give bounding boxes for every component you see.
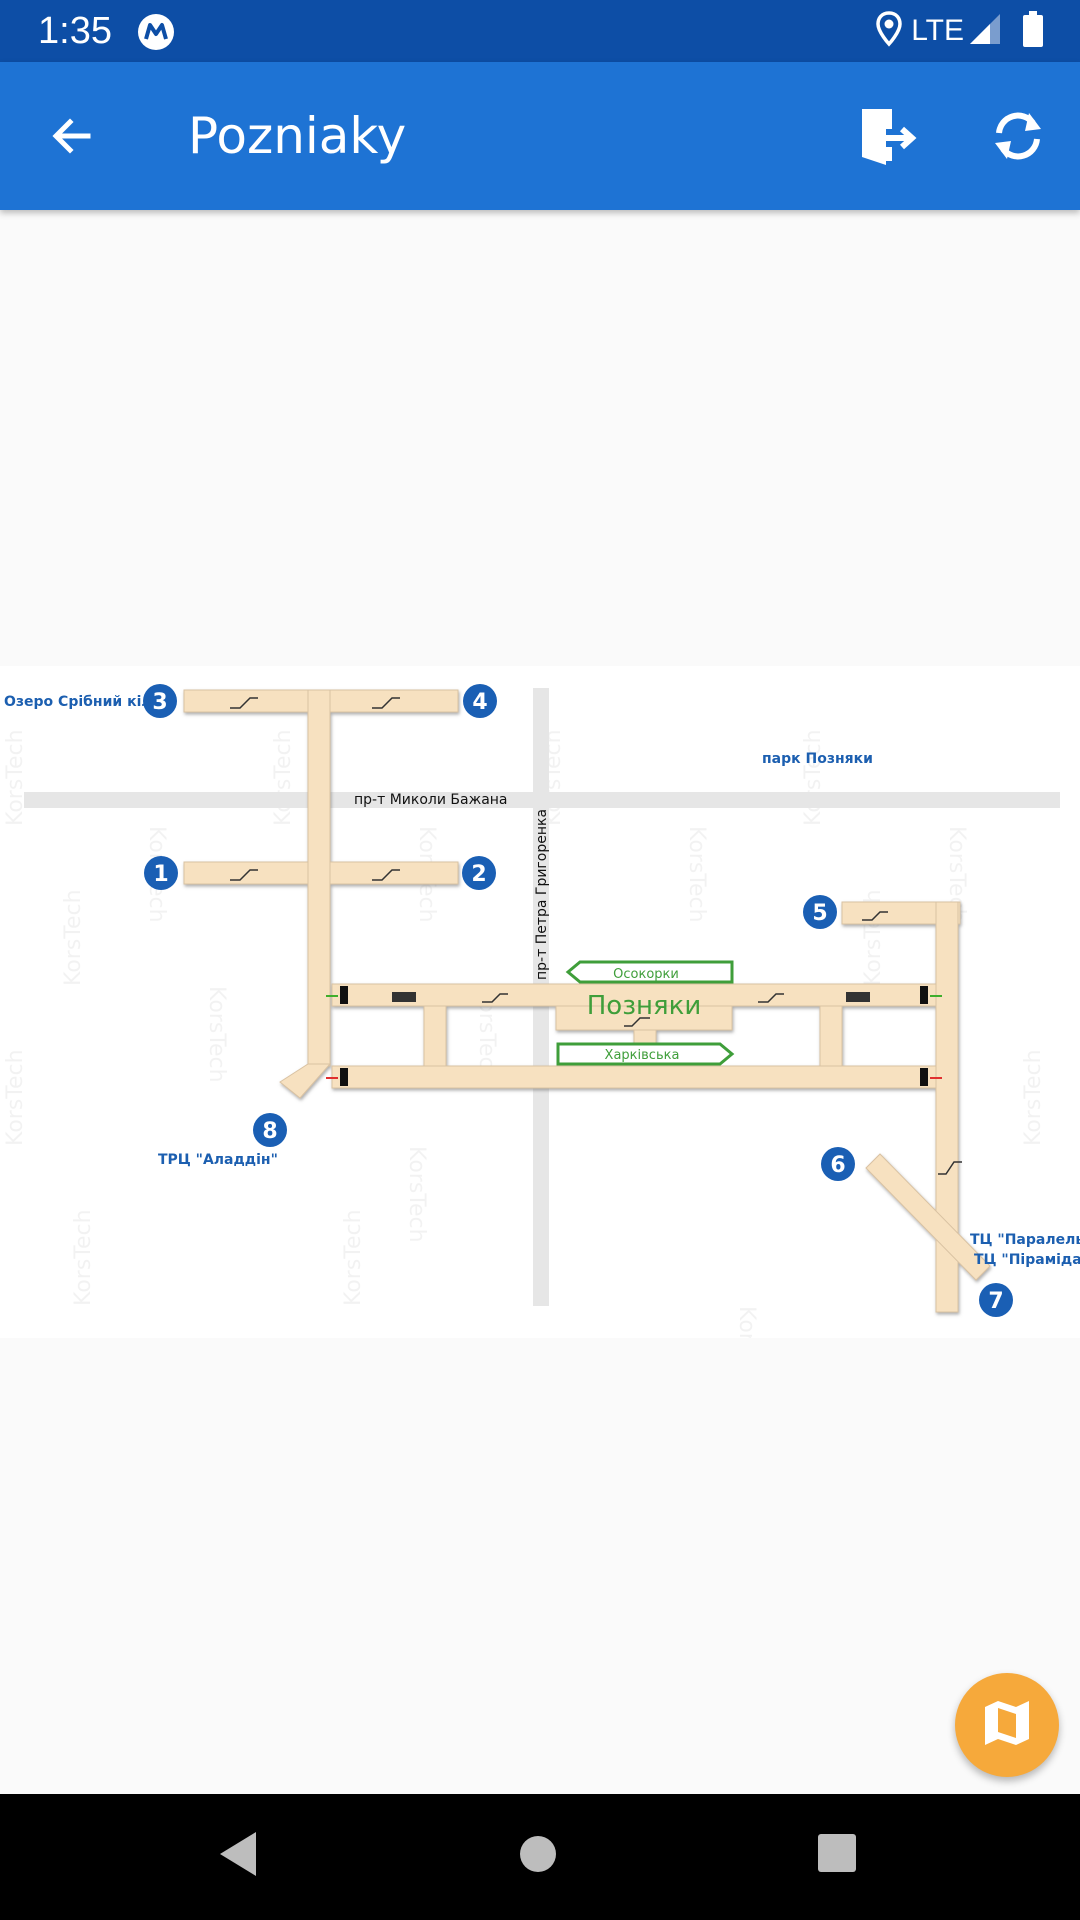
nav-recents-button[interactable]: [816, 1832, 858, 1878]
network-type: LTE: [911, 14, 964, 47]
svg-text:5: 5: [812, 901, 827, 926]
label-paralel: ТЦ "Паралель",: [970, 1232, 1080, 1248]
watermark-text: KorsTech: [801, 729, 826, 826]
exit-marker-6[interactable]: 6: [821, 1147, 855, 1181]
status-time: 1:35: [38, 10, 112, 52]
svg-text:1: 1: [153, 862, 168, 887]
nav-home-button[interactable]: [518, 1834, 558, 1878]
label-hryhorenka: пр-т Петра Григоренка: [534, 809, 550, 980]
watermark-text: KorsTech: [3, 729, 28, 826]
watermark-text: KorsTech: [684, 826, 709, 923]
exit-marker-5[interactable]: 5: [803, 895, 837, 929]
watermark-text: KorsTech: [1021, 1049, 1046, 1146]
nav-back-button[interactable]: [216, 1828, 260, 1884]
svg-text:4: 4: [472, 690, 487, 715]
app-bar: Pozniaky: [0, 62, 1080, 210]
label-piramida: ТЦ "Піраміда": [974, 1252, 1080, 1268]
label-lake: Озеро Срібний кіл: [4, 694, 152, 710]
watermark-text: KorsTech: [341, 1209, 366, 1306]
battery-icon: [1022, 11, 1044, 51]
svg-text:7: 7: [988, 1289, 1003, 1314]
direction-osokorky: Осокорки: [565, 960, 734, 984]
page-title: Pozniaky: [188, 107, 407, 165]
kharkivska-label: Харківська: [605, 1048, 680, 1063]
status-icons: LTE: [875, 10, 1044, 52]
svg-text:6: 6: [830, 1153, 845, 1178]
signal-icon: [968, 12, 1002, 50]
label-aladdin: ТРЦ "Аладдін": [158, 1152, 278, 1168]
exit-marker-1[interactable]: 1: [144, 856, 178, 890]
label-park: парк Позняки: [762, 751, 873, 767]
station-name: Позняки: [587, 991, 702, 1021]
watermark-text: KorsTech: [404, 1146, 429, 1243]
home-circle-icon: [518, 1836, 558, 1878]
svg-text:8: 8: [262, 1119, 277, 1144]
exit-marker-8[interactable]: 8: [253, 1113, 287, 1147]
label-bazhana: пр-т Миколи Бажана: [354, 792, 508, 808]
watermark-text: KorsTech: [734, 1306, 759, 1338]
map-icon: [981, 1697, 1033, 1753]
watermark-text: KorsTech: [271, 729, 296, 826]
exit-markers[interactable]: 3 4 1 2 5 8 6: [143, 684, 1013, 1317]
ticket-machine-icon: [392, 992, 870, 1002]
watermark: KorsTech KorsTech KorsTech KorsTech Kors…: [3, 729, 1046, 1402]
back-button[interactable]: [36, 102, 108, 174]
watermark-text: KorsTech: [204, 986, 229, 1083]
escalator-icon: [230, 697, 962, 1175]
exit-marker-7[interactable]: 7: [979, 1283, 1013, 1317]
watermark-text: KorsTech: [61, 889, 86, 986]
map-fab-button[interactable]: [955, 1673, 1059, 1777]
svg-text:3: 3: [152, 690, 167, 715]
exit-marker-2[interactable]: 2: [462, 856, 496, 890]
watermark-text: KorsTech: [3, 1049, 28, 1146]
refresh-icon: [989, 107, 1047, 169]
exit-door-icon: [858, 105, 918, 171]
watermark-text: KorsTech: [71, 1209, 96, 1306]
exit-button[interactable]: [848, 98, 928, 178]
tunnels: [183, 689, 991, 1313]
direction-kharkivska: Харківська: [556, 1042, 735, 1066]
recents-square-icon: [816, 1834, 858, 1878]
status-bar: 1:35 LTE: [0, 0, 1080, 62]
svg-text:2: 2: [471, 862, 486, 887]
osokorky-label: Осокорки: [613, 967, 679, 982]
entrance-door-icon: [326, 986, 942, 1086]
metro-icon: [138, 14, 174, 50]
exit-marker-4[interactable]: 4: [463, 684, 497, 718]
back-triangle-icon: [216, 1832, 260, 1884]
back-arrow-icon: [48, 112, 96, 164]
station-map[interactable]: KorsTech KorsTech KorsTech KorsTech Kors…: [0, 666, 1080, 1403]
location-icon: [875, 11, 903, 51]
navigation-bar: [0, 1794, 1080, 1920]
exit-marker-3[interactable]: 3: [143, 684, 177, 718]
refresh-button[interactable]: [978, 98, 1058, 178]
